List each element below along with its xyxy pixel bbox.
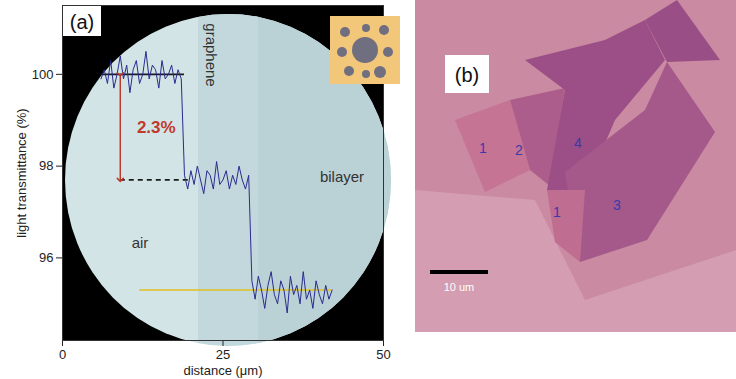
svg-text:(a): (a) [70,11,94,33]
svg-text:3: 3 [613,197,621,213]
svg-text:25: 25 [216,347,230,362]
svg-text:air: air [132,234,149,251]
svg-text:1: 1 [553,204,561,220]
svg-text:4: 4 [574,135,582,151]
svg-text:2.3%: 2.3% [137,118,176,137]
svg-text:light transmittance (%): light transmittance (%) [14,108,29,237]
svg-text:96: 96 [39,250,53,265]
svg-text:50: 50 [376,347,390,362]
svg-text:2: 2 [515,142,523,158]
svg-text:graphene: graphene [203,23,220,86]
svg-text:0: 0 [59,347,66,362]
svg-text:(b): (b) [455,64,479,86]
svg-text:10 um: 10 um [444,281,475,293]
svg-text:bilayer: bilayer [320,168,364,185]
svg-text:distance (μm): distance (μm) [183,363,262,378]
svg-text:98: 98 [39,158,53,173]
svg-text:100: 100 [32,66,54,81]
svg-text:1: 1 [479,140,487,156]
